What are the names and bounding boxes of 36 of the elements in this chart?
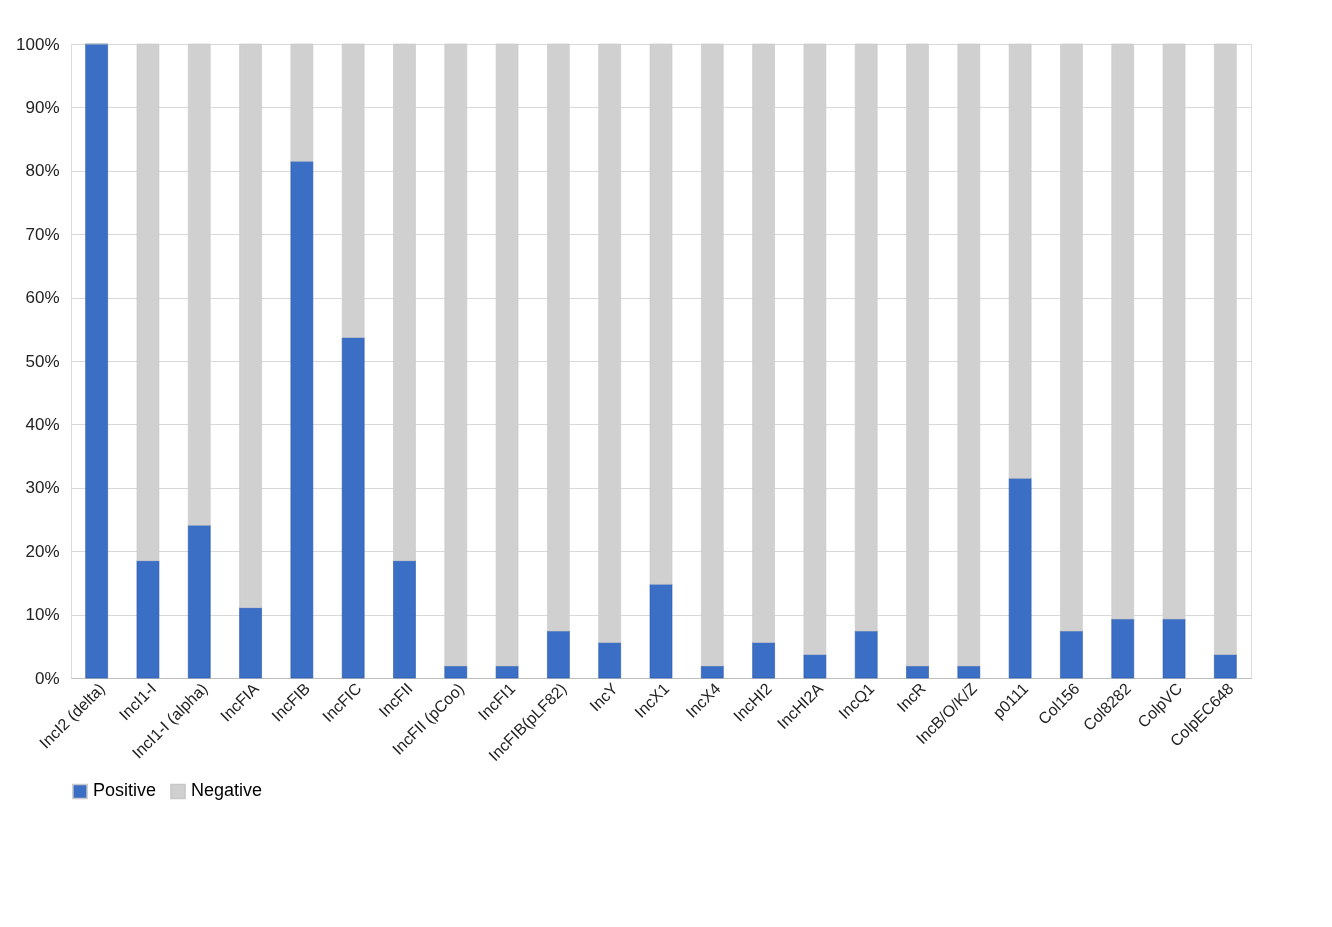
y-tick-label: 50% [25, 351, 60, 371]
y-tick-label: 60% [25, 288, 60, 308]
bar [495, 665, 519, 679]
y-tick-label: 0% [34, 668, 60, 688]
bar [598, 642, 621, 679]
y-tick-label: 30% [25, 478, 60, 498]
bar [85, 43, 108, 679]
bar [1060, 630, 1083, 679]
y-tick-label: 70% [25, 224, 60, 244]
legend-label: Negative [191, 780, 263, 801]
bar [701, 665, 724, 679]
bar [393, 560, 416, 679]
bar [1111, 618, 1135, 679]
bar [136, 560, 160, 679]
y-tick-label: 80% [25, 161, 60, 181]
bar [1008, 477, 1032, 679]
bar [187, 524, 211, 679]
legend-label: Positive [93, 780, 157, 801]
y-tick-label: 100% [16, 34, 60, 54]
bar [752, 642, 775, 679]
bar [1214, 654, 1237, 679]
y-tick-label: 20% [25, 541, 60, 561]
y-tick-label: 10% [25, 605, 60, 625]
bar [1162, 618, 1186, 679]
bar [547, 630, 570, 679]
bar [290, 160, 314, 679]
bar [341, 337, 365, 679]
bar [854, 630, 878, 679]
bar [957, 665, 981, 679]
bar [649, 583, 673, 679]
bar [444, 665, 468, 679]
bar [906, 665, 929, 679]
y-tick-label: 40% [25, 414, 60, 434]
bar [803, 654, 827, 679]
bar [239, 607, 262, 679]
y-tick-label: 90% [25, 97, 60, 117]
